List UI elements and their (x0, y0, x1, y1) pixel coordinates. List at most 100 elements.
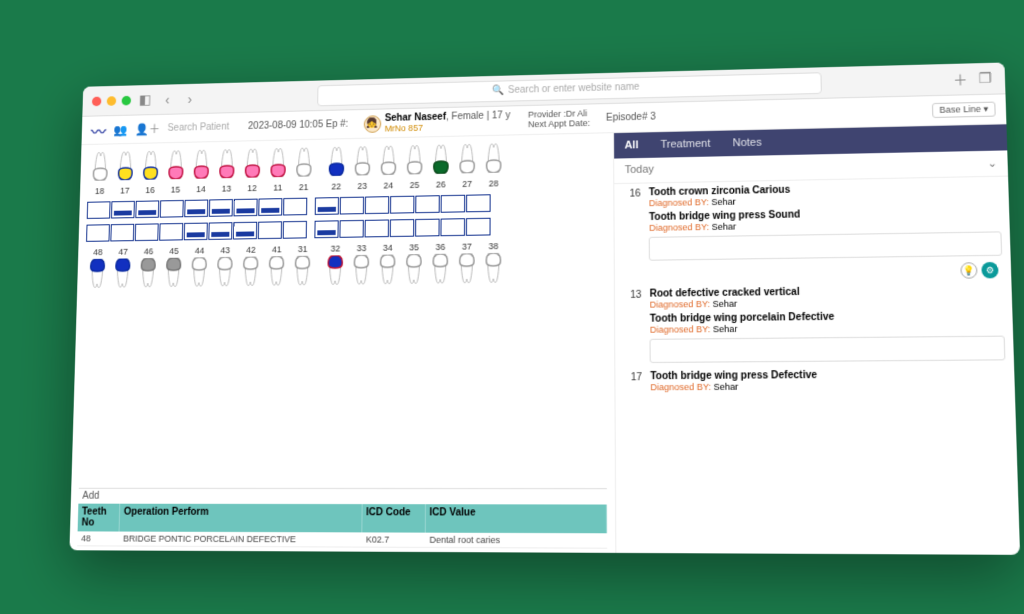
surface-cell[interactable] (258, 198, 282, 216)
tooth-23[interactable] (350, 142, 375, 179)
tab-treatment[interactable]: Treatment (660, 138, 710, 151)
surface-cell[interactable] (415, 195, 439, 213)
tooth-num-13: 13 (214, 184, 239, 194)
entry-item[interactable]: Tooth bridge wing porcelain Defective Di… (624, 310, 1005, 335)
tooth-48[interactable] (84, 259, 109, 296)
tooth-11[interactable] (266, 144, 291, 181)
surface-cell[interactable] (110, 224, 134, 242)
entry-num: 16 (623, 188, 641, 209)
surface-cell[interactable] (440, 218, 465, 236)
tooth-32[interactable] (322, 255, 348, 292)
surface-cell[interactable] (441, 195, 466, 213)
tooth-35[interactable] (401, 254, 427, 292)
surface-cell[interactable] (390, 196, 414, 214)
tooth-37[interactable] (454, 253, 480, 291)
surface-cell[interactable] (135, 200, 159, 218)
surface-cell[interactable] (415, 219, 440, 237)
maximize-window-icon[interactable] (122, 95, 132, 105)
tooth-42[interactable] (238, 256, 264, 293)
surface-cell[interactable] (314, 220, 338, 238)
tooth-num-12: 12 (240, 183, 265, 193)
surface-cell[interactable] (87, 201, 111, 219)
table-row[interactable]: 48 BRIDGE PONTIC PORCELAIN DEFECTIVE K02… (77, 531, 607, 548)
tooth-num-48: 48 (86, 247, 111, 257)
entry-item[interactable]: 17 Tooth bridge wing press Defective Dia… (624, 369, 1006, 393)
tooth-13[interactable] (214, 145, 239, 182)
surface-cell[interactable] (86, 224, 110, 242)
note-input[interactable] (649, 231, 1002, 260)
add-label[interactable]: Add (78, 489, 607, 505)
tabs-icon[interactable]: ❐ (976, 69, 995, 87)
surface-cell[interactable] (233, 222, 257, 240)
add-patient-icon[interactable]: 👤＋ (135, 121, 161, 138)
tooth-46[interactable] (135, 258, 160, 295)
tooth-12[interactable] (240, 145, 265, 182)
tooth-21[interactable] (291, 144, 316, 181)
tooth-38[interactable] (480, 253, 506, 291)
tooth-34[interactable] (375, 254, 401, 292)
tooth-num-34: 34 (375, 243, 400, 253)
patients-list-icon[interactable]: 👥 (113, 123, 127, 137)
app-logo-icon: 〰 (91, 119, 107, 142)
tooth-16[interactable] (138, 147, 163, 184)
tooth-24[interactable] (376, 142, 401, 179)
surface-cell[interactable] (340, 197, 364, 215)
tooth-num-43: 43 (213, 245, 238, 255)
surface-cell[interactable] (184, 223, 208, 241)
tooth-22[interactable] (324, 143, 349, 180)
surface-cell[interactable] (208, 222, 232, 240)
surface-cell[interactable] (390, 219, 414, 237)
surface-cell[interactable] (135, 223, 159, 241)
tooth-27[interactable] (454, 140, 480, 177)
tooth-41[interactable] (264, 256, 290, 293)
tab-all[interactable]: All (624, 139, 638, 151)
tooth-17[interactable] (113, 148, 138, 185)
note-input[interactable] (650, 336, 1005, 363)
tab-notes[interactable]: Notes (733, 137, 762, 149)
surface-cell[interactable] (111, 201, 135, 219)
surface-cell[interactable] (258, 221, 282, 239)
tooth-num-24: 24 (376, 180, 401, 190)
tooth-15[interactable] (163, 146, 188, 183)
provider-label: Provider : (528, 109, 566, 120)
tooth-18[interactable] (88, 148, 113, 185)
surface-cell[interactable] (283, 198, 307, 216)
new-tab-icon[interactable]: ＋ (951, 70, 970, 88)
surface-cell[interactable] (339, 220, 363, 238)
forward-icon[interactable]: › (181, 90, 198, 107)
lightbulb-icon[interactable]: 💡 (960, 262, 977, 279)
surface-cell[interactable] (365, 196, 389, 214)
tooth-26[interactable] (428, 141, 454, 178)
entry-item[interactable]: 16 Tooth crown zirconia Carious Diagnose… (623, 181, 1001, 209)
surface-cell[interactable] (184, 200, 208, 218)
close-window-icon[interactable] (92, 96, 102, 106)
surface-cell[interactable] (209, 199, 233, 217)
surface-cell[interactable] (159, 223, 183, 241)
settings-icon[interactable]: ⚙ (981, 262, 998, 279)
surface-cell[interactable] (466, 194, 491, 212)
tooth-14[interactable] (189, 146, 214, 183)
sidebar-toggle-icon[interactable]: ◧ (136, 91, 153, 108)
minimize-window-icon[interactable] (107, 96, 117, 106)
tooth-28[interactable] (481, 139, 507, 176)
surface-cell[interactable] (466, 218, 491, 236)
tooth-44[interactable] (186, 257, 211, 294)
tooth-31[interactable] (290, 256, 316, 293)
surface-cell[interactable] (315, 197, 339, 215)
surface-cell[interactable] (365, 219, 389, 237)
entry-item[interactable]: 13 Root defective cracked vertical Diagn… (623, 284, 1003, 310)
tooth-25[interactable] (402, 141, 427, 178)
tooth-45[interactable] (161, 258, 186, 295)
search-patient-input[interactable]: Search Patient (167, 122, 229, 134)
tooth-36[interactable] (427, 254, 453, 292)
tooth-43[interactable] (212, 257, 238, 294)
tooth-47[interactable] (110, 258, 135, 295)
surface-cell[interactable] (160, 200, 184, 218)
surface-cell[interactable] (283, 221, 307, 239)
surface-cell[interactable] (234, 199, 258, 217)
tooth-33[interactable] (348, 255, 374, 293)
diag-label: Diagnosed BY: (650, 382, 711, 393)
view-dropdown[interactable]: Base Line ▾ (932, 102, 996, 118)
back-icon[interactable]: ‹ (159, 90, 176, 107)
entry-item[interactable]: Tooth bridge wing press Sound Diagnosed … (623, 206, 1001, 233)
